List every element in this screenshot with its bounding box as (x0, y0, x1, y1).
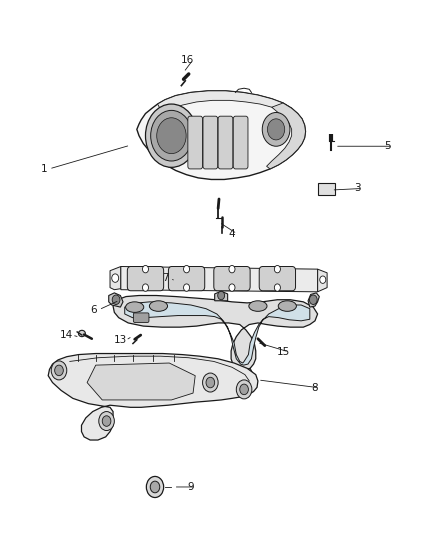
Circle shape (236, 380, 252, 399)
Polygon shape (318, 269, 327, 292)
FancyBboxPatch shape (259, 266, 296, 291)
Circle shape (240, 384, 248, 394)
Circle shape (146, 477, 164, 497)
Text: 3: 3 (354, 183, 361, 193)
Polygon shape (109, 293, 123, 307)
Ellipse shape (278, 301, 297, 311)
Circle shape (142, 265, 148, 273)
Circle shape (320, 276, 326, 284)
FancyBboxPatch shape (127, 266, 164, 291)
Text: 4: 4 (229, 229, 235, 239)
Circle shape (206, 377, 215, 388)
FancyBboxPatch shape (218, 116, 233, 169)
Circle shape (112, 274, 119, 282)
Polygon shape (227, 368, 254, 392)
Polygon shape (121, 266, 318, 292)
Circle shape (218, 292, 225, 300)
Circle shape (112, 295, 120, 304)
FancyBboxPatch shape (233, 116, 248, 169)
Polygon shape (308, 293, 319, 307)
Circle shape (309, 295, 317, 304)
Circle shape (99, 411, 114, 431)
Text: 16: 16 (181, 55, 194, 64)
Circle shape (184, 284, 190, 292)
Circle shape (202, 373, 218, 392)
Circle shape (268, 119, 285, 140)
Text: 9: 9 (187, 482, 194, 492)
Ellipse shape (149, 301, 168, 311)
FancyBboxPatch shape (203, 116, 218, 169)
FancyBboxPatch shape (318, 183, 335, 195)
Polygon shape (137, 91, 305, 180)
Text: 15: 15 (277, 347, 290, 357)
Polygon shape (215, 292, 228, 301)
Text: 13: 13 (114, 335, 127, 345)
Polygon shape (125, 302, 310, 365)
Circle shape (274, 284, 280, 292)
FancyBboxPatch shape (188, 116, 202, 169)
Polygon shape (87, 363, 195, 400)
Circle shape (157, 118, 186, 154)
Text: 14: 14 (60, 330, 74, 340)
Circle shape (55, 365, 64, 376)
Ellipse shape (249, 301, 267, 311)
Circle shape (102, 416, 111, 426)
Polygon shape (48, 353, 258, 440)
Text: 7: 7 (162, 273, 168, 283)
Circle shape (184, 265, 190, 273)
Text: 1: 1 (41, 164, 47, 174)
Circle shape (150, 481, 160, 493)
Polygon shape (113, 295, 318, 370)
Polygon shape (267, 103, 305, 169)
FancyBboxPatch shape (168, 266, 205, 291)
Circle shape (145, 104, 198, 167)
FancyBboxPatch shape (134, 313, 149, 322)
FancyBboxPatch shape (214, 266, 250, 291)
Circle shape (229, 284, 235, 292)
Polygon shape (158, 91, 292, 114)
Polygon shape (110, 266, 121, 290)
Circle shape (262, 112, 290, 146)
Text: 6: 6 (90, 305, 97, 315)
Ellipse shape (126, 302, 144, 312)
Ellipse shape (78, 330, 85, 337)
Circle shape (151, 110, 192, 161)
Circle shape (274, 265, 280, 273)
Text: 5: 5 (384, 141, 391, 151)
Circle shape (142, 284, 148, 292)
Text: 8: 8 (311, 383, 318, 393)
Circle shape (51, 361, 67, 380)
Circle shape (229, 265, 235, 273)
